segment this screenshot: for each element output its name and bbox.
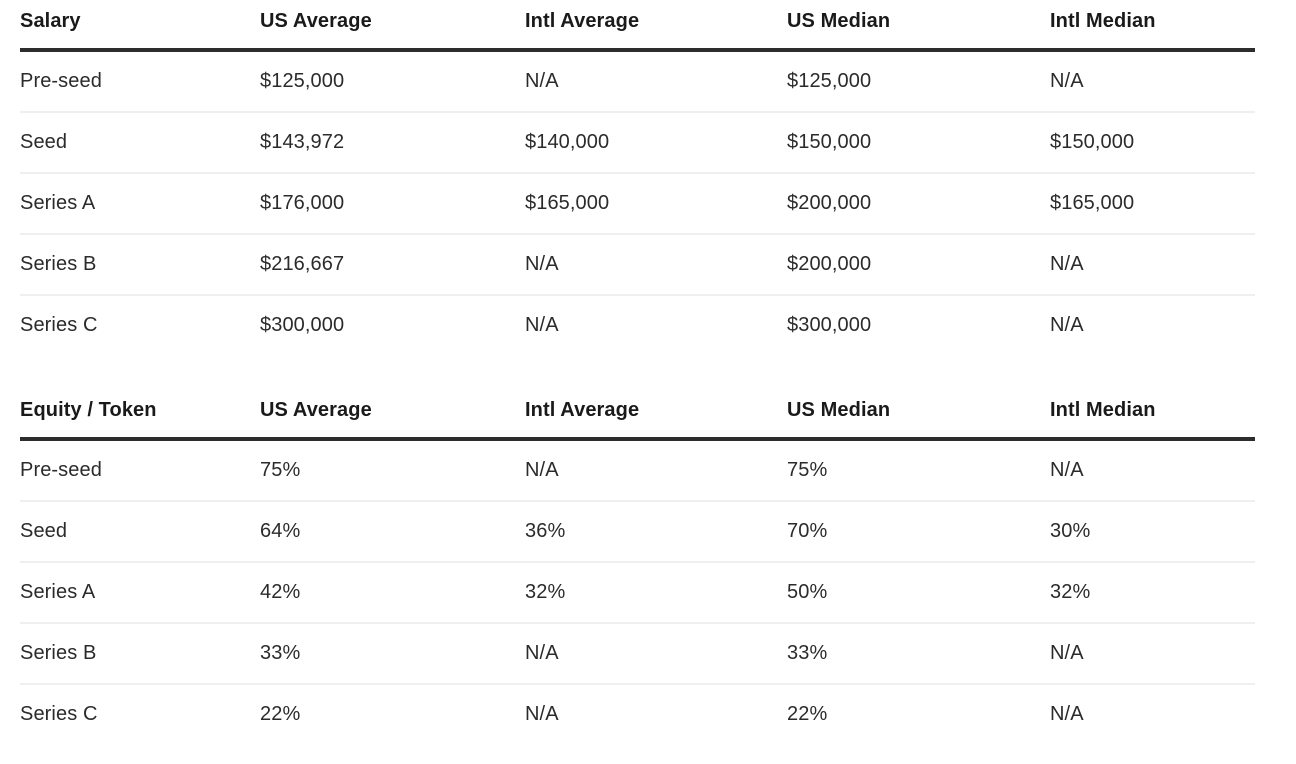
table-cell: 22%	[787, 703, 828, 725]
table-cell: $176,000	[260, 173, 525, 235]
table-cell: N/A	[525, 439, 787, 502]
table-row-series-a: Series A $176,000 $165,000 $200,000 $165…	[20, 173, 1255, 235]
row-label: Seed	[20, 501, 260, 563]
table-cell: N/A	[1050, 50, 1255, 113]
table-cell: $165,000	[525, 173, 787, 235]
table-cell: N/A	[1050, 439, 1255, 502]
row-label: Series A	[20, 173, 260, 235]
table-cell: 75%	[787, 439, 1050, 502]
row-label: Pre-seed	[20, 50, 260, 113]
table-row-series-c: Series C 22% N/A 22% N/A	[20, 684, 1255, 744]
row-label: Series B	[20, 234, 260, 296]
table-cell: 70%	[787, 501, 1050, 563]
table-row-seed: Seed 64% 36% 70% 30%	[20, 501, 1255, 563]
row-label: Series C	[20, 703, 98, 725]
table-cell: $165,000	[1050, 173, 1255, 235]
table-row-series-a: Series A 42% 32% 50% 32%	[20, 562, 1255, 624]
salary-col-us-median: US Median	[787, 4, 1050, 52]
salary-table: Salary US Average Intl Average US Median…	[20, 4, 1255, 355]
table-cell: 30%	[1050, 501, 1255, 563]
salary-header-row: Salary US Average Intl Average US Median…	[20, 4, 1255, 52]
equity-table-title: Equity / Token	[20, 393, 260, 441]
row-label: Series C	[20, 314, 98, 336]
salary-col-intl-average: Intl Average	[525, 4, 787, 52]
row-label: Seed	[20, 112, 260, 174]
table-cell: $150,000	[1050, 112, 1255, 174]
table-cell: 64%	[260, 501, 525, 563]
equity-col-intl-median: Intl Median	[1050, 393, 1255, 441]
table-row-series-c: Series C $300,000 N/A $300,000 N/A	[20, 295, 1255, 355]
equity-token-table: Equity / Token US Average Intl Average U…	[20, 393, 1255, 744]
table-cell: $300,000	[787, 314, 872, 336]
table-cell: $125,000	[787, 50, 1050, 113]
salary-col-intl-median: Intl Median	[1050, 4, 1255, 52]
table-cell: $200,000	[787, 234, 1050, 296]
table-cell: N/A	[1050, 703, 1084, 725]
table-cell: 36%	[525, 501, 787, 563]
table-row-series-b: Series B 33% N/A 33% N/A	[20, 623, 1255, 685]
salary-table-title: Salary	[20, 4, 260, 52]
table-cell: 32%	[525, 562, 787, 624]
equity-col-intl-average: Intl Average	[525, 393, 787, 441]
table-cell: 22%	[260, 703, 301, 725]
row-label: Pre-seed	[20, 439, 260, 502]
table-cell: N/A	[525, 703, 559, 725]
table-cell: 50%	[787, 562, 1050, 624]
equity-col-us-average: US Average	[260, 393, 525, 441]
table-cell: $150,000	[787, 112, 1050, 174]
table-row-preseed: Pre-seed $125,000 N/A $125,000 N/A	[20, 50, 1255, 113]
table-cell: 32%	[1050, 562, 1255, 624]
table-cell: $216,667	[260, 234, 525, 296]
table-cell: 75%	[260, 439, 525, 502]
table-cell: $125,000	[260, 50, 525, 113]
row-label: Series A	[20, 562, 260, 624]
table-cell: 33%	[260, 623, 525, 685]
table-cell: N/A	[525, 50, 787, 113]
table-cell: N/A	[1050, 234, 1255, 296]
table-cell: N/A	[525, 623, 787, 685]
table-cell: $143,972	[260, 112, 525, 174]
table-cell: $300,000	[260, 314, 345, 336]
table-cell: $140,000	[525, 112, 787, 174]
table-cell: N/A	[1050, 623, 1255, 685]
table-cell: N/A	[525, 234, 787, 296]
table-row-preseed: Pre-seed 75% N/A 75% N/A	[20, 439, 1255, 502]
row-label: Series B	[20, 623, 260, 685]
equity-col-us-median: US Median	[787, 393, 1050, 441]
equity-header-row: Equity / Token US Average Intl Average U…	[20, 393, 1255, 441]
salary-col-us-average: US Average	[260, 4, 525, 52]
table-cell: 42%	[260, 562, 525, 624]
table-cell: 33%	[787, 623, 1050, 685]
table-cell: N/A	[1050, 314, 1084, 336]
table-row-seed: Seed $143,972 $140,000 $150,000 $150,000	[20, 112, 1255, 174]
table-cell: N/A	[525, 314, 559, 336]
compensation-tables-page: Salary US Average Intl Average US Median…	[20, 4, 1255, 744]
table-cell: $200,000	[787, 173, 1050, 235]
table-row-series-b: Series B $216,667 N/A $200,000 N/A	[20, 234, 1255, 296]
